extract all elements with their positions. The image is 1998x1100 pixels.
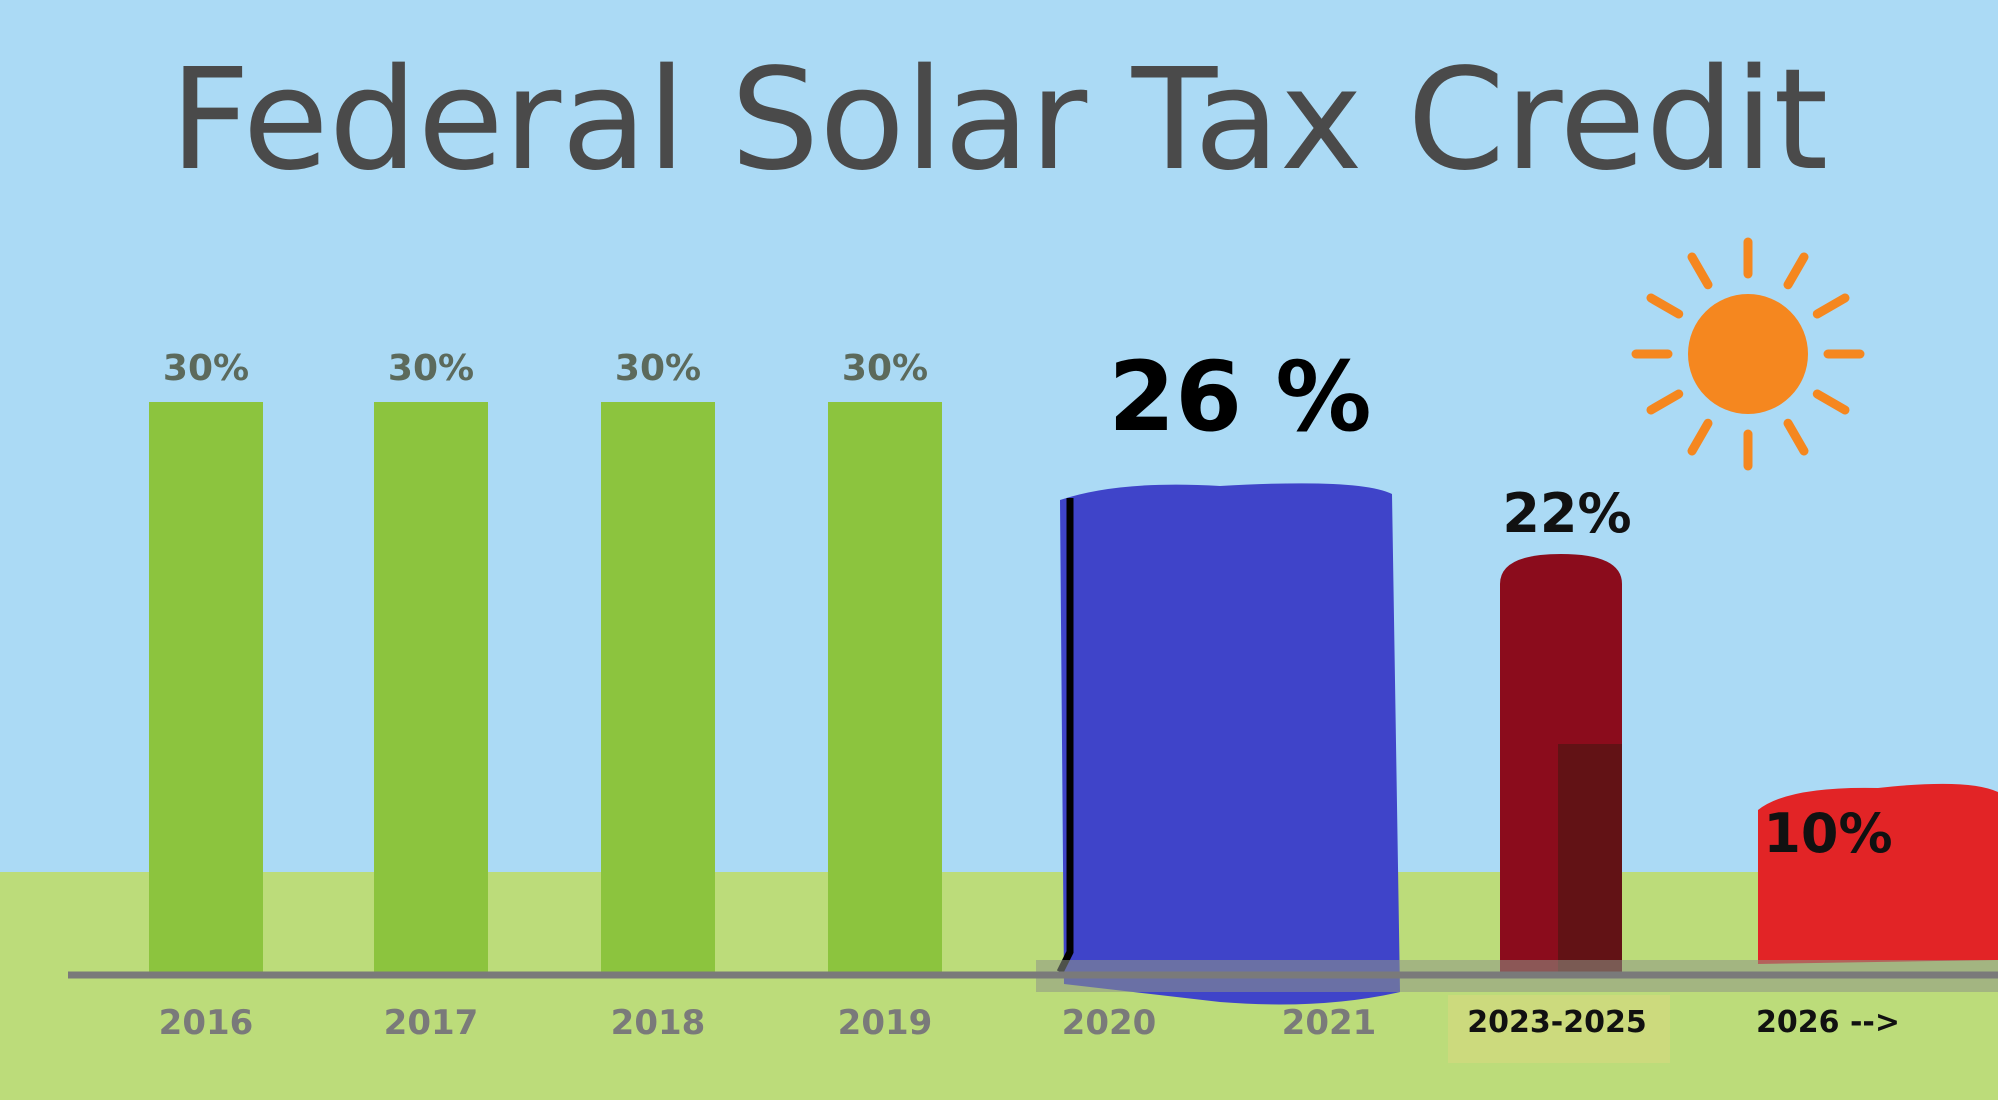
value-label-2026 -->: 10% [1763, 802, 1892, 865]
bar-2018 [601, 402, 715, 972]
sun-ray [1783, 418, 1809, 456]
sun-ray [1687, 418, 1713, 456]
x-tick-labels: 2016 2017 2018 2019 2020 2021 2023-2025 2026 --… [159, 995, 1900, 1063]
tick-label-2017: 2017 [384, 1003, 479, 1043]
bar-2020-2021 [1060, 483, 1400, 1005]
tick-label-2021: 2021 [1282, 1003, 1377, 1043]
bar-2019 [828, 402, 942, 972]
bars-group [149, 402, 1998, 1005]
value-label-2018: 30% [615, 348, 701, 389]
tick-label-2023-2025: 2023-2025 [1467, 1005, 1646, 1040]
chart-title: Federal Solar Tax Credit [170, 39, 1829, 202]
sun-ray [1646, 389, 1684, 415]
label-highlight [1448, 995, 1670, 1063]
value-labels: 30% 30% 30% 30% 26 % 22% 10% [163, 341, 1893, 865]
value-label-2017: 30% [388, 348, 474, 389]
value-label-2020: 26 % [1108, 341, 1371, 453]
sun-ray [1687, 252, 1713, 290]
bar-shading [1558, 744, 1622, 972]
sun-ray [1783, 252, 1809, 290]
sun-ray [1812, 293, 1850, 319]
tick-label-2018: 2018 [611, 1003, 706, 1043]
tick-label-2016: 2016 [159, 1003, 254, 1043]
value-label-2016: 30% [163, 348, 249, 389]
bar-2016 [149, 402, 263, 972]
value-label-2019: 30% [842, 348, 928, 389]
tick-label-2026 -->: 2026 --> [1756, 1005, 1900, 1040]
sun-disc [1688, 294, 1808, 414]
sun-ray [1812, 389, 1850, 415]
bar-2026 [1758, 783, 1998, 964]
bar-2017 [374, 402, 488, 972]
sun-icon [1631, 237, 1865, 471]
value-label-2023-2025: 22% [1502, 482, 1631, 545]
tick-label-2020: 2020 [1062, 1003, 1157, 1043]
tick-label-2019: 2019 [838, 1003, 933, 1043]
sun-ray [1646, 293, 1684, 319]
